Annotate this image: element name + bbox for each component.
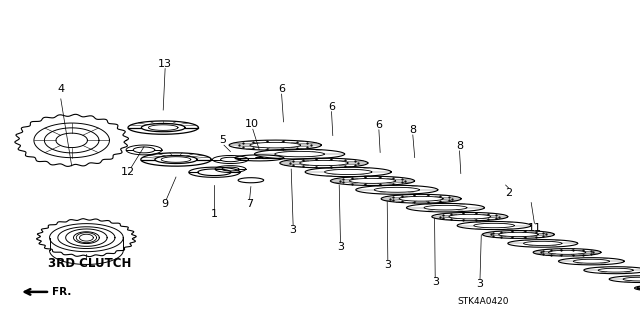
Text: 9: 9 [161, 199, 169, 209]
Text: 10: 10 [244, 119, 259, 130]
Text: 8: 8 [409, 125, 417, 135]
Text: 13: 13 [158, 59, 172, 69]
Text: 8: 8 [456, 141, 463, 151]
Text: 6: 6 [328, 102, 335, 112]
Text: 3: 3 [290, 225, 296, 235]
Text: 7: 7 [246, 199, 253, 209]
Text: FR.: FR. [52, 287, 72, 297]
Text: 3: 3 [432, 277, 438, 287]
Text: 6: 6 [376, 120, 382, 130]
Text: 3: 3 [337, 242, 344, 252]
Text: 3RD CLUTCH: 3RD CLUTCH [48, 257, 131, 270]
Text: 6: 6 [278, 84, 285, 94]
Text: 3: 3 [477, 279, 483, 289]
Text: 2: 2 [505, 188, 513, 198]
Text: 5: 5 [220, 135, 226, 145]
Text: 3: 3 [385, 260, 391, 270]
Text: 1: 1 [211, 209, 218, 219]
Text: 11: 11 [527, 223, 541, 233]
Text: STK4A0420: STK4A0420 [458, 297, 509, 306]
Text: 4: 4 [57, 84, 65, 94]
Text: 12: 12 [121, 167, 135, 177]
